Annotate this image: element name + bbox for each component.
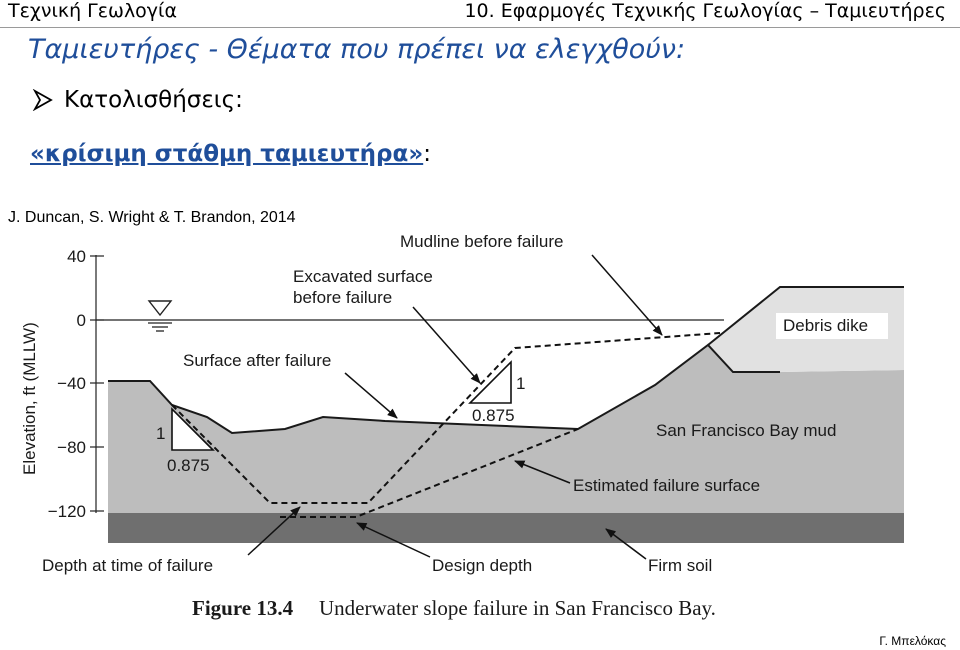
- slope-failure-figure: 1 0.875 1 0.875 40 0 −40 −80 −120 Elevat…: [20, 232, 904, 620]
- header-course-title: Τεχνική Γεωλογία: [8, 0, 178, 22]
- header-chapter-title: 10. Εφαρμογές Τεχνικής Γεωλογίας – Ταμιε…: [464, 0, 946, 22]
- y-tick-label: −120: [48, 502, 86, 521]
- critical-level-label: «κρίσιμη στάθμη ταμιευτήρα»: [30, 141, 424, 167]
- y-tick-label: −80: [57, 438, 86, 457]
- slide-title: Ταμιευτήρες - Θέματα που πρέπει να ελεγχ…: [28, 34, 686, 65]
- y-axis-title: Elevation, ft (MLLW): [20, 322, 39, 475]
- bullet-landslides: Κατολισθήσεις:: [32, 87, 243, 113]
- debris-dike-label-box: Debris dike: [776, 313, 888, 339]
- footer-author: Γ. Μπελόκας: [879, 634, 946, 648]
- figure-caption-text: Underwater slope failure in San Francisc…: [319, 596, 716, 620]
- label-design-depth: Design depth: [432, 556, 532, 575]
- slope-triangle-left: 1 0.875: [156, 407, 215, 475]
- debris-dike-outline: [707, 286, 904, 346]
- critical-level-line: «κρίσιμη στάθμη ταμιευτήρα»:: [30, 141, 431, 167]
- critical-level-suffix: :: [423, 141, 431, 167]
- y-tick-label: 40: [67, 247, 86, 266]
- slope-left-horizontal: 0.875: [167, 456, 210, 475]
- bay-mud-body: [108, 345, 904, 513]
- label-bay-mud: San Francisco Bay mud: [656, 421, 836, 440]
- slope-triangle-right: 1 0.875: [468, 360, 525, 425]
- firm-soil-layer: [108, 513, 904, 543]
- figure-source: J. Duncan, S. Wright & T. Brandon, 2014: [8, 209, 296, 226]
- label-surface-after: Surface after failure: [183, 351, 331, 370]
- slope-right-vertical: 1: [516, 374, 525, 393]
- label-excavated-2: before failure: [293, 288, 392, 307]
- y-tick-label: −40: [57, 374, 86, 393]
- label-failure-surface: Estimated failure surface: [573, 476, 760, 495]
- excavated-surface-dashed: [171, 332, 721, 504]
- label-depth-failure: Depth at time of failure: [42, 556, 213, 575]
- y-tick-label: 0: [77, 311, 86, 330]
- slope-right-horizontal: 0.875: [472, 406, 515, 425]
- slope-left-vertical: 1: [156, 424, 165, 443]
- bullet-text: Κατολισθήσεις:: [64, 87, 243, 113]
- header-divider: [0, 27, 960, 28]
- label-firm-soil: Firm soil: [648, 556, 712, 575]
- estimated-failure-surface-dashed: [280, 428, 579, 518]
- arrow-bullet-icon: [32, 89, 53, 111]
- label-excavated-1: Excavated surface: [293, 267, 433, 286]
- label-debris-dike: Debris dike: [783, 316, 868, 335]
- label-mudline: Mudline before failure: [400, 232, 563, 251]
- y-axis: 40 0 −40 −80 −120 Elevation, ft (MLLW): [20, 247, 104, 521]
- water-level-icon: [147, 300, 173, 332]
- figure-caption-number: Figure 13.4: [192, 596, 294, 620]
